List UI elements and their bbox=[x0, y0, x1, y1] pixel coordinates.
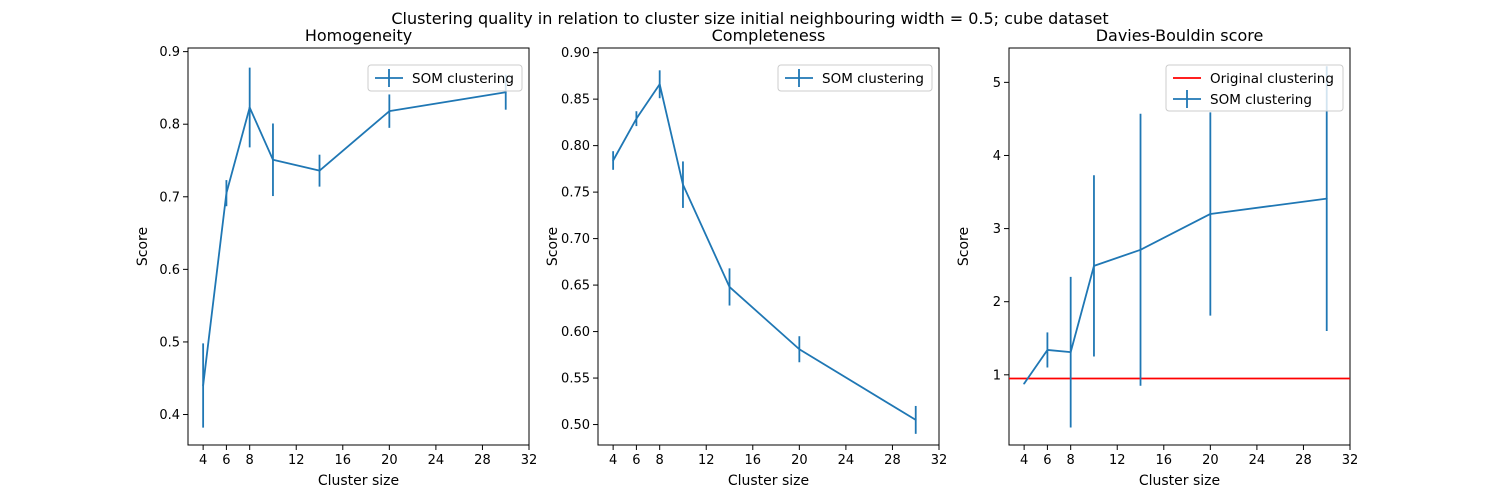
y-axis-label: Score bbox=[956, 227, 972, 266]
y-tick-label: 0.8 bbox=[159, 118, 180, 133]
y-tick-label: 0.5 bbox=[159, 335, 180, 350]
axes-frame bbox=[1008, 47, 1351, 446]
subplot-title: Davies-Bouldin score bbox=[1096, 26, 1264, 45]
y-tick-label: 0.85 bbox=[561, 93, 590, 108]
x-tick-label: 12 bbox=[1109, 453, 1126, 468]
x-tick-label: 16 bbox=[1156, 453, 1173, 468]
x-tick-label: 6 bbox=[632, 453, 640, 468]
y-tick-label: 0.9 bbox=[159, 45, 180, 60]
data-point bbox=[272, 158, 274, 161]
y-tick-label: 0.75 bbox=[561, 186, 590, 201]
legend-label: Original clustering bbox=[1210, 71, 1334, 87]
y-tick-label: 0.90 bbox=[561, 46, 590, 61]
data-point bbox=[1069, 351, 1072, 354]
data-point bbox=[635, 117, 638, 120]
subplot-homogeneity: Homogeneity 4 6 8 12 16 20 24 28 32 0.4 0.5 0.6 0.7 0.… bbox=[135, 26, 537, 489]
data-point bbox=[1209, 213, 1212, 215]
x-tick-label: 20 bbox=[381, 453, 398, 468]
data-point bbox=[318, 169, 321, 172]
data-point bbox=[388, 110, 391, 113]
x-tick-label: 8 bbox=[1067, 453, 1075, 468]
data-point bbox=[225, 192, 228, 195]
legend-box bbox=[1165, 64, 1344, 112]
x-tick-label: 32 bbox=[1342, 453, 1359, 468]
legend-box bbox=[367, 64, 523, 92]
x-tick-label: 28 bbox=[1295, 453, 1312, 468]
y-tick-label: 4 bbox=[993, 149, 1001, 164]
subplot-completeness: Completeness 4 6 8 12 16 20 24 28 32 0.50 0.55 0.60 0… bbox=[545, 26, 947, 489]
x-tick-label: 32 bbox=[521, 453, 538, 468]
legend-label: SOM clustering bbox=[1210, 92, 1312, 108]
data-point bbox=[612, 159, 615, 162]
y-tick-label: 2 bbox=[993, 295, 1001, 310]
y-tick-label: 0.6 bbox=[159, 263, 180, 278]
x-tick-label: 4 bbox=[609, 453, 617, 468]
x-tick-label: 4 bbox=[1020, 453, 1028, 468]
data-point bbox=[202, 384, 205, 387]
y-tick-label: 3 bbox=[993, 222, 1001, 237]
x-tick-label: 20 bbox=[791, 453, 808, 468]
x-tick-label: 32 bbox=[931, 453, 948, 468]
x-tick-label: 12 bbox=[698, 453, 715, 468]
x-tick-label: 12 bbox=[288, 453, 305, 468]
x-tick-label: 16 bbox=[335, 453, 352, 468]
data-point bbox=[1046, 349, 1049, 351]
data-point bbox=[1023, 382, 1026, 385]
data-point bbox=[1139, 248, 1142, 251]
legend-box bbox=[777, 64, 933, 92]
x-tick-label: 16 bbox=[745, 453, 762, 468]
y-axis-label: Score bbox=[135, 227, 151, 266]
axes-frame bbox=[187, 47, 530, 446]
y-tick-label: 0.4 bbox=[159, 408, 180, 423]
x-tick-label: 8 bbox=[246, 453, 254, 468]
x-axis-label: Cluster size bbox=[728, 473, 809, 489]
y-tick-label: 0.65 bbox=[561, 279, 590, 294]
y-tick-label: 0.80 bbox=[561, 139, 590, 154]
data-point bbox=[1325, 197, 1328, 200]
x-tick-label: 8 bbox=[656, 453, 664, 468]
data-point bbox=[728, 286, 731, 288]
data-point bbox=[504, 91, 507, 94]
subplot-title: Homogeneity bbox=[305, 26, 412, 45]
x-tick-label: 24 bbox=[428, 453, 445, 468]
x-tick-label: 28 bbox=[884, 453, 901, 468]
x-tick-label: 6 bbox=[1043, 453, 1051, 468]
y-tick-label: 1 bbox=[993, 368, 1001, 383]
y-tick-label: 0.50 bbox=[561, 418, 590, 433]
figure-title: Clustering quality in relation to cluste… bbox=[391, 9, 1108, 28]
y-tick-label: 0.70 bbox=[561, 232, 590, 247]
y-axis-label: Score bbox=[545, 227, 561, 266]
x-tick-label: 4 bbox=[199, 453, 207, 468]
data-point bbox=[658, 83, 661, 86]
data-point bbox=[1093, 264, 1095, 267]
legend-label: SOM clustering bbox=[822, 71, 924, 87]
x-axis-label: Cluster size bbox=[1139, 473, 1220, 489]
x-tick-label: 28 bbox=[474, 453, 491, 468]
x-tick-label: 6 bbox=[222, 453, 230, 468]
subplot-title: Completeness bbox=[712, 26, 826, 45]
data-point bbox=[682, 183, 684, 186]
x-tick-label: 20 bbox=[1202, 453, 1219, 468]
data-point bbox=[798, 348, 801, 351]
data-point bbox=[914, 418, 917, 421]
y-tick-label: 0.7 bbox=[159, 190, 180, 205]
legend-label: SOM clustering bbox=[412, 71, 514, 87]
y-tick-label: 0.55 bbox=[561, 372, 590, 387]
axes-frame bbox=[597, 47, 940, 446]
x-tick-label: 24 bbox=[838, 453, 855, 468]
data-point bbox=[248, 106, 251, 109]
y-tick-label: 0.60 bbox=[561, 325, 590, 340]
y-tick-label: 5 bbox=[993, 76, 1001, 91]
x-tick-label: 24 bbox=[1249, 453, 1266, 468]
x-axis-label: Cluster size bbox=[318, 473, 399, 489]
